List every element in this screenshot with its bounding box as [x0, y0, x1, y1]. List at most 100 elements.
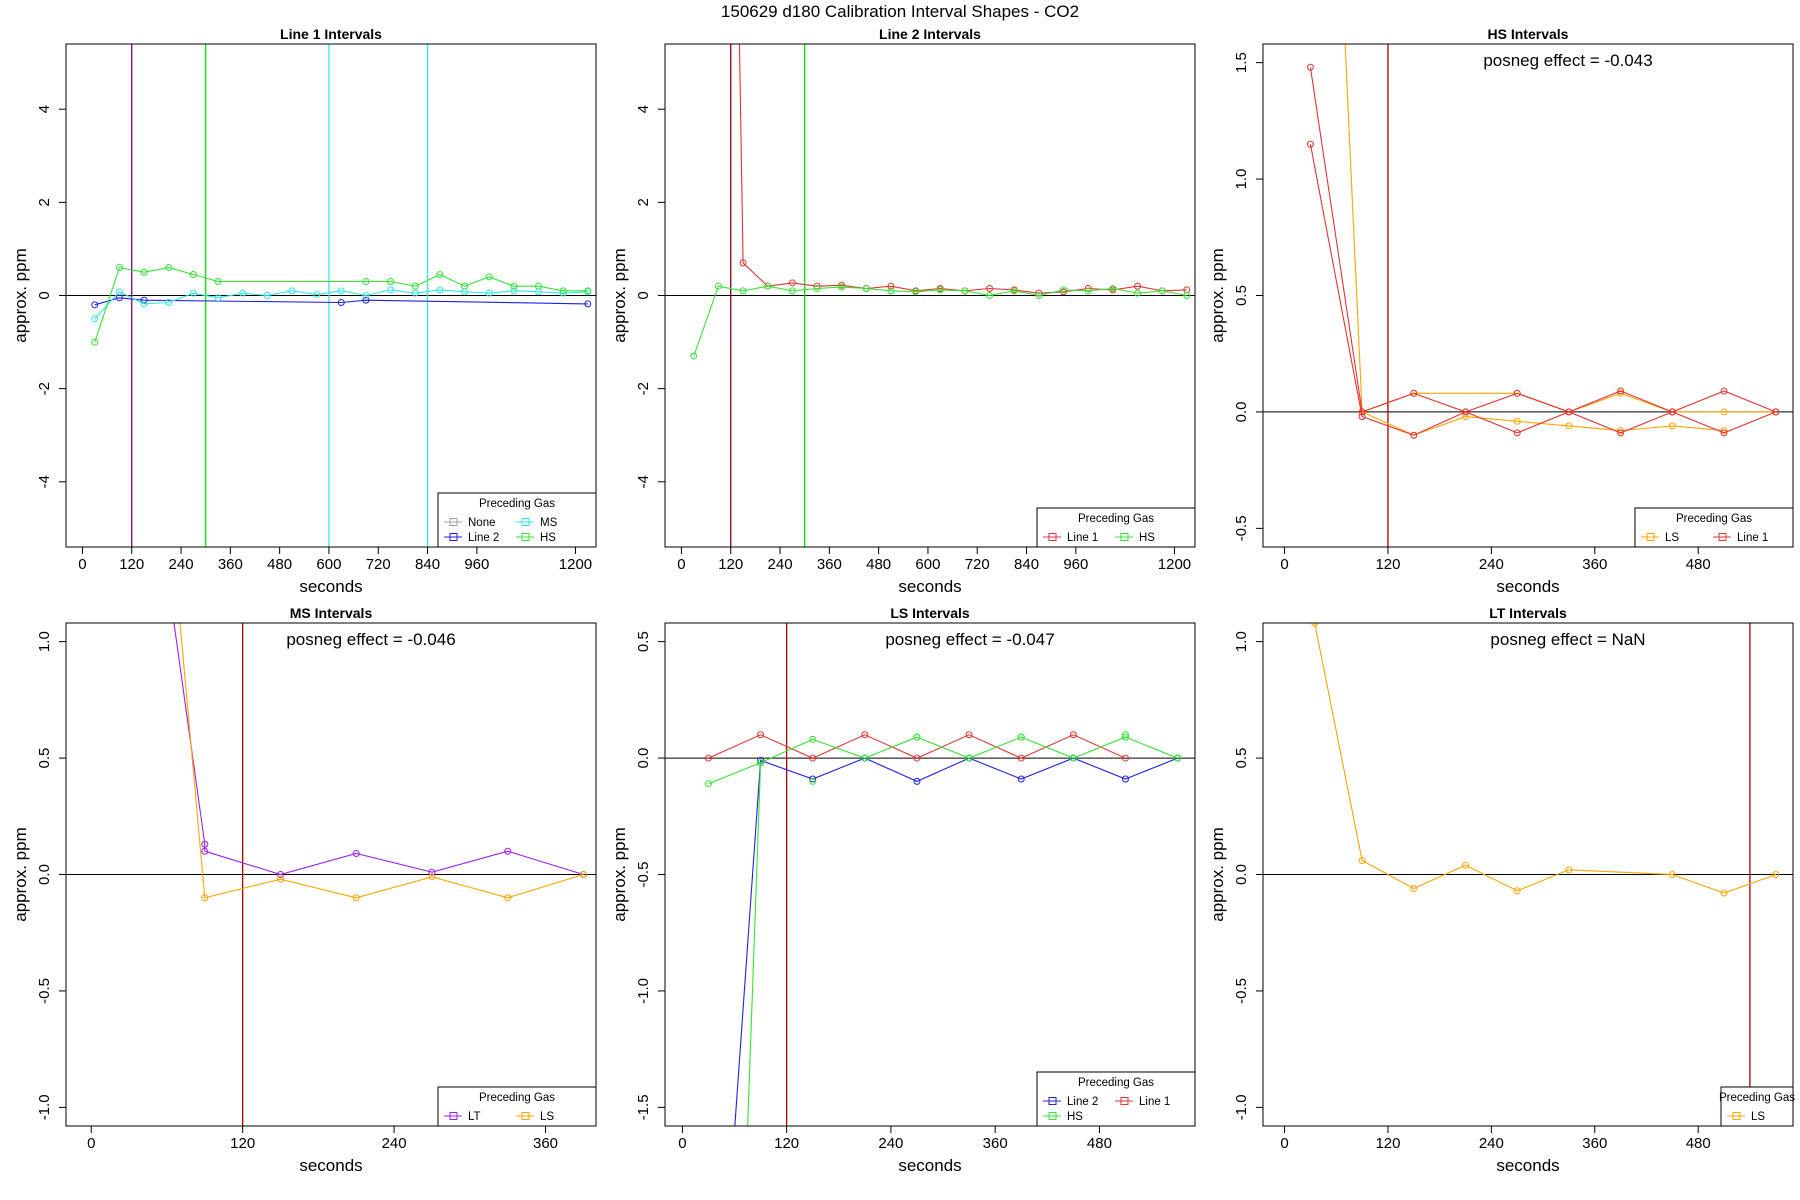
y-tick-label: 4 [635, 105, 652, 113]
x-tick-label: 0 [678, 1135, 686, 1152]
data-point [337, 298, 345, 306]
data-point [1121, 733, 1129, 741]
data-point [690, 352, 698, 360]
data-point [887, 282, 895, 290]
data-point [704, 754, 712, 762]
legend-box [1036, 1071, 1196, 1127]
data-point [1069, 731, 1077, 739]
data-point [1617, 389, 1625, 397]
data-point [1462, 413, 1470, 421]
data-point [739, 287, 747, 295]
data-point [352, 894, 360, 902]
series-line [738, 44, 1187, 294]
x-tick-label: 240 [768, 556, 793, 573]
series-line [708, 734, 1126, 759]
y-tick-label: -0.5 [635, 862, 652, 888]
data-point [757, 759, 765, 767]
data-point [91, 338, 99, 346]
x-tick-label: 240 [878, 1135, 903, 1152]
data-point [263, 292, 271, 299]
data-point [704, 780, 712, 788]
y-tick-label: -0.5 [36, 978, 53, 1004]
data-point [1410, 389, 1418, 397]
y-axis-label: approx. ppm [610, 827, 629, 922]
x-tick-label: 600 [915, 556, 940, 573]
data-point [201, 840, 209, 848]
legend-swatch-marker [449, 1112, 458, 1120]
data-point [912, 288, 920, 296]
series-line [1309, 143, 1777, 436]
series-line [1314, 623, 1776, 894]
x-tick-label: 1200 [559, 556, 592, 573]
data-point [1668, 871, 1676, 878]
data-point [362, 292, 370, 299]
y-tick-label: -1.5 [635, 1094, 652, 1120]
data-point [809, 777, 817, 785]
y-axis-label: approx. ppm [11, 827, 30, 922]
panel-title: LS Intervals [890, 605, 970, 621]
data-point [1513, 887, 1521, 895]
data-point [1772, 408, 1780, 416]
legend: Preceding Gas LS Line 1 [1634, 507, 1794, 548]
x-axis-label: seconds [299, 1156, 362, 1175]
plot-area [665, 44, 1195, 547]
data-point [788, 279, 796, 287]
data-point [534, 282, 542, 290]
series-line [693, 285, 1187, 357]
x-tick-label: 480 [1686, 1135, 1711, 1152]
data-point [189, 289, 197, 297]
data-point [1720, 889, 1728, 897]
y-tick-label: 1.0 [36, 631, 53, 652]
x-tick-label: 840 [415, 556, 440, 573]
x-tick-label: 720 [366, 556, 391, 573]
x-tick-label: 960 [464, 556, 489, 573]
data-point [1121, 754, 1129, 762]
data-point [584, 300, 592, 308]
data-point [201, 894, 209, 902]
data-point [428, 873, 436, 881]
data-point [1513, 389, 1521, 397]
legend: Preceding Gas LT LS [437, 1086, 597, 1127]
plot-area [665, 623, 1195, 1126]
legend-entry-label: Line 2 [468, 532, 499, 544]
legend-swatch-marker [1732, 1112, 1741, 1120]
data-point [504, 894, 512, 902]
x-tick-label: 120 [230, 1135, 255, 1152]
legend-swatch-marker [1646, 533, 1655, 541]
y-tick-label: -4 [635, 475, 652, 488]
x-tick-label: 0 [87, 1135, 95, 1152]
legend-entry-label: MS [540, 517, 558, 529]
legend-entry-label: Line 1 [1139, 1096, 1170, 1108]
y-tick-label: -1.0 [1233, 1094, 1250, 1120]
legend-entry-label: None [468, 517, 496, 529]
data-point [809, 775, 817, 783]
legend-entry-label: HS [540, 532, 556, 544]
y-tick-label: 1.0 [1233, 631, 1250, 652]
data-point [277, 871, 285, 878]
data-point [1121, 731, 1129, 739]
panel-title: HS Intervals [1488, 26, 1569, 42]
data-point [813, 282, 821, 290]
legend-title: Preceding Gas [1719, 1092, 1795, 1104]
y-tick-label: 0.0 [635, 748, 652, 769]
x-tick-label: 360 [1582, 556, 1607, 573]
data-point [165, 298, 173, 306]
legend-title: Preceding Gas [1078, 513, 1154, 525]
data-point [1668, 422, 1676, 430]
data-point [986, 292, 994, 299]
data-point [913, 754, 921, 762]
data-point [1306, 140, 1314, 148]
y-axis-label: approx. ppm [1208, 827, 1227, 922]
legend-swatch-marker [449, 533, 458, 541]
plot-area [1263, 44, 1793, 547]
data-point [913, 777, 921, 785]
x-axis-label: seconds [1496, 1156, 1559, 1175]
y-tick-label: -2 [635, 382, 652, 395]
legend-swatch-marker [1048, 1112, 1057, 1120]
data-point [239, 289, 247, 297]
legend-swatch-marker [521, 533, 530, 541]
data-point [362, 278, 370, 286]
